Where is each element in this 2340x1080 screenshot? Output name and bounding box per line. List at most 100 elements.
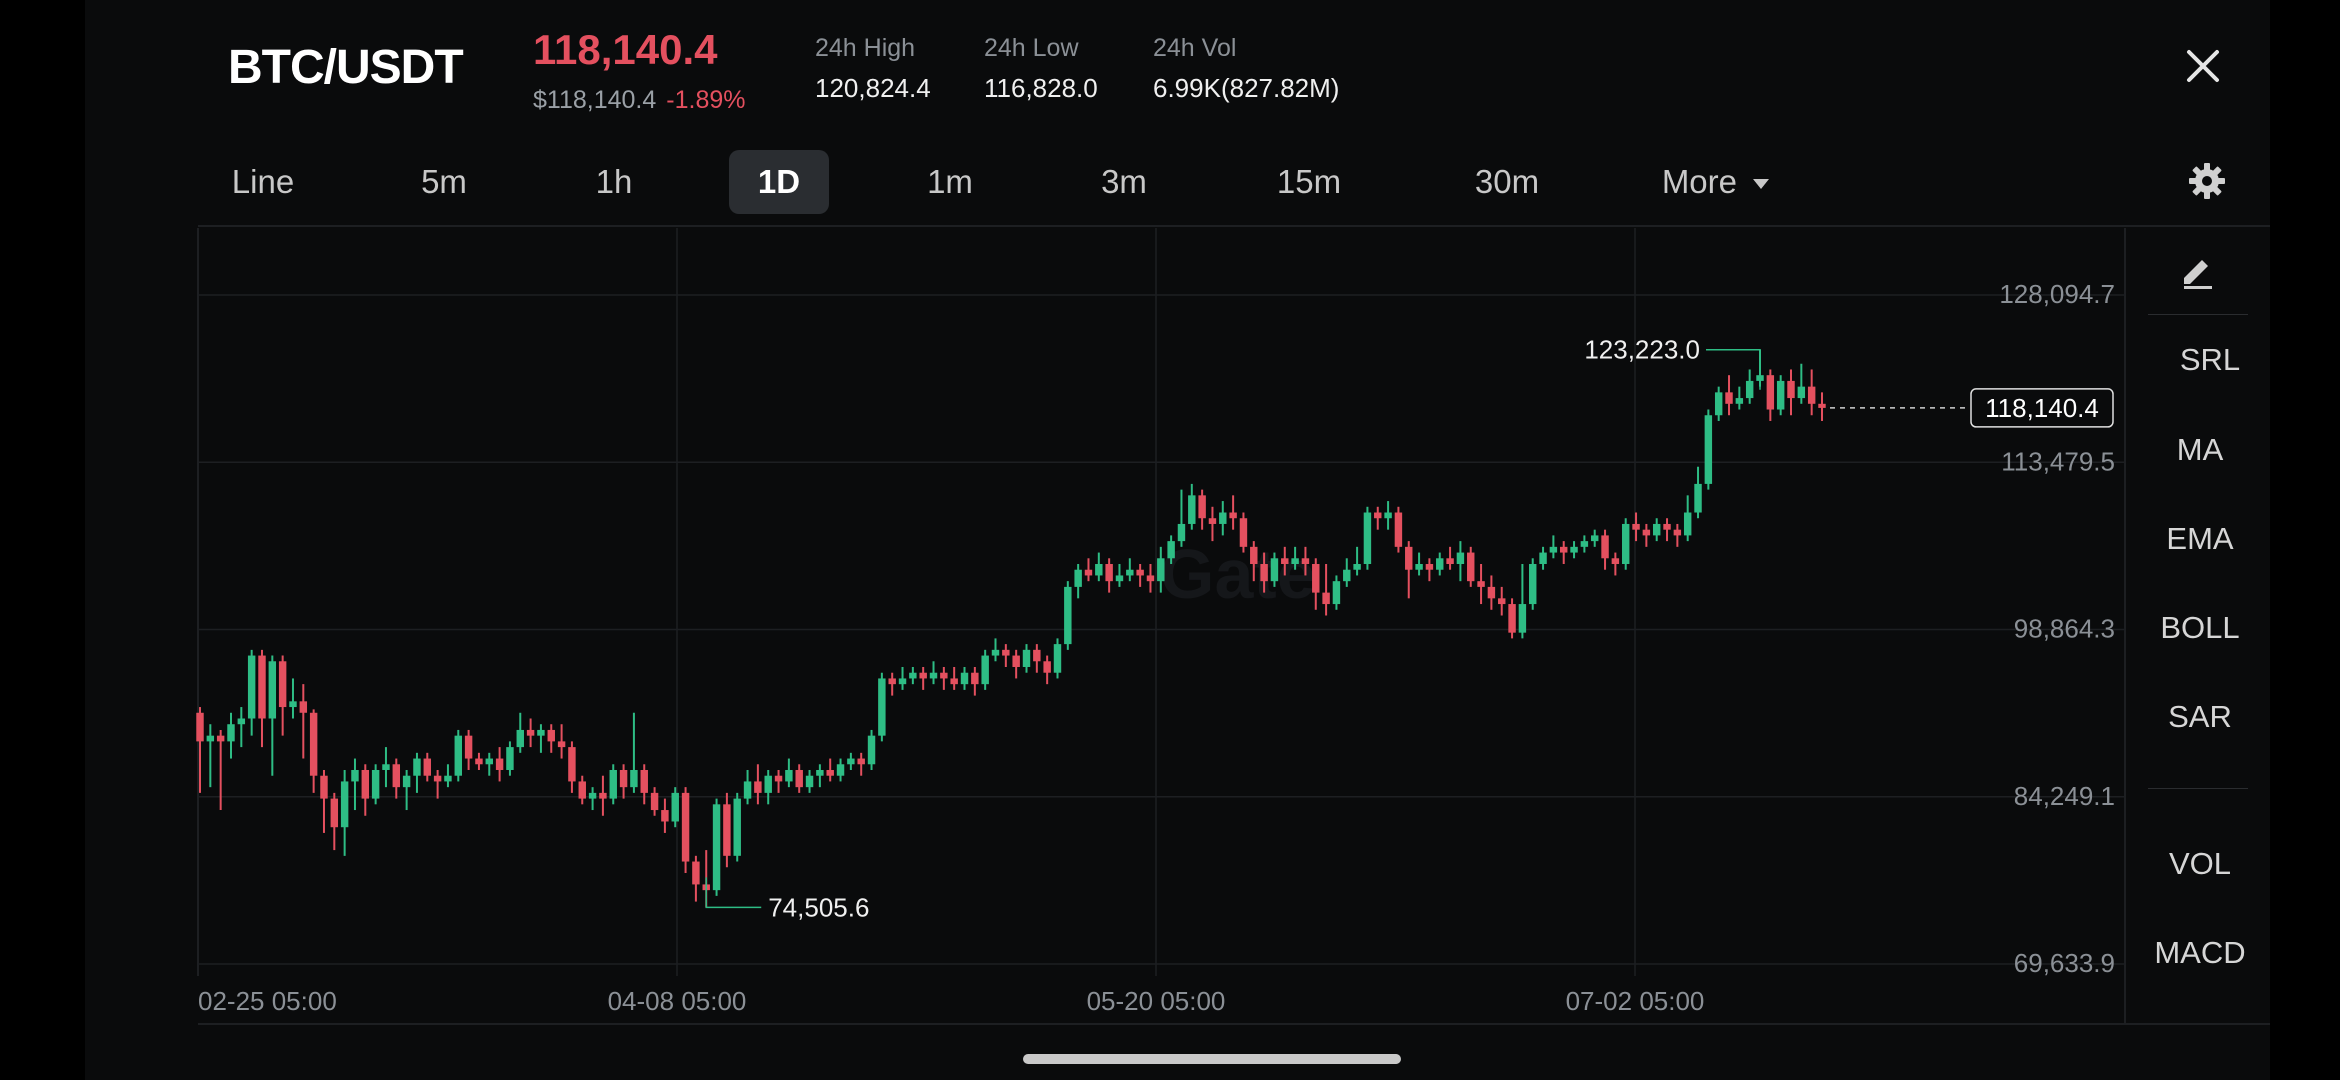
candle-body: [1415, 564, 1423, 570]
close-button[interactable]: [2183, 46, 2223, 86]
candle-body: [1745, 380, 1754, 399]
candle-body: [1281, 558, 1289, 565]
candle-body: [454, 735, 462, 776]
candle-body: [247, 655, 256, 719]
candle-body: [1022, 649, 1031, 667]
candle-body: [402, 775, 411, 788]
candle-body: [1611, 558, 1620, 565]
tab-15m[interactable]: 15m: [1276, 163, 1342, 200]
min-label-leader: [705, 877, 762, 909]
candle-body: [1291, 558, 1299, 565]
candle-body: [351, 769, 359, 782]
candle-body: [888, 678, 896, 685]
candle-body: [723, 804, 731, 856]
candle-body: [1363, 512, 1372, 565]
y-tick-label: 113,479.5: [2001, 446, 2115, 476]
candle-body: [909, 672, 917, 679]
draw-tool-button[interactable]: [2178, 250, 2218, 290]
candle-body: [485, 758, 493, 765]
candle-body: [516, 729, 524, 748]
max-label-leader: [1706, 348, 1761, 390]
sidebar-divider: [2148, 314, 2248, 315]
candle-body: [898, 678, 907, 685]
usd-price: $118,140.4: [533, 86, 657, 114]
candle-body: [1652, 523, 1661, 536]
tab-5m[interactable]: 5m: [421, 163, 467, 200]
candle-body: [1704, 415, 1713, 484]
stat-value: 116,828.0: [984, 73, 1098, 103]
candle-body: [1498, 598, 1506, 605]
candle-body: [1105, 564, 1113, 582]
candle-body: [547, 729, 555, 742]
candle-body: [991, 649, 1000, 656]
candle-body: [1095, 564, 1103, 576]
candle-body: [1064, 586, 1072, 645]
candle-body: [1312, 564, 1320, 593]
candle-body: [1343, 569, 1351, 582]
candle-body: [650, 792, 659, 811]
candle-body: [733, 798, 741, 856]
candle-body: [1425, 564, 1434, 570]
candle-body: [371, 769, 380, 799]
sidebar-divider: [2148, 788, 2248, 789]
tab-line[interactable]: Line: [231, 163, 295, 200]
indicator-boll[interactable]: BOLL: [2160, 610, 2240, 645]
stat-label: 24h Low: [984, 34, 1079, 62]
candles: [196, 349, 1826, 908]
indicator-sar[interactable]: SAR: [2168, 699, 2232, 734]
candle-body: [278, 661, 287, 708]
y-tick-label: 69,633.9: [2014, 948, 2115, 978]
tab-1m[interactable]: 1m: [927, 163, 973, 200]
indicator-vol[interactable]: VOL: [2168, 846, 2232, 881]
candle-body: [878, 678, 886, 736]
candle-body: [268, 661, 277, 719]
candle-body: [1208, 518, 1217, 524]
candle-body: [1456, 552, 1465, 565]
candle-body: [1405, 546, 1413, 570]
candle-body: [1549, 546, 1558, 553]
candle-body: [1621, 523, 1630, 565]
candle-body: [464, 735, 473, 759]
pair-title[interactable]: BTC/USDT: [228, 41, 464, 94]
stat-24h-vol: 24h Vol 6.99K(827.82M): [1153, 34, 1339, 104]
candle-body: [816, 769, 824, 776]
candle-body: [1270, 558, 1279, 582]
candle-body: [692, 861, 700, 885]
indicator-ema[interactable]: EMA: [2166, 521, 2234, 556]
indicator-ma[interactable]: MA: [2176, 432, 2224, 467]
candle-body: [433, 775, 442, 782]
candle-body: [1436, 558, 1444, 570]
tab-3m[interactable]: 3m: [1101, 163, 1147, 200]
candle-body: [1374, 512, 1382, 519]
x-tick-label: 02-25 05:00: [198, 986, 337, 1016]
candle-body: [1219, 512, 1227, 524]
candle-body: [1797, 386, 1806, 399]
candle-body: [929, 672, 938, 679]
tab-more-label: More: [1661, 163, 1737, 200]
candle-body: [981, 655, 989, 685]
tab-more[interactable]: More: [1656, 150, 1776, 214]
candle-body: [1477, 581, 1485, 587]
candle-body: [681, 792, 690, 862]
candle-body: [557, 741, 566, 748]
candle-body: [919, 672, 927, 679]
candle-body: [743, 781, 752, 799]
settings-button[interactable]: [2187, 161, 2227, 201]
tab-1d[interactable]: 1D: [729, 150, 829, 214]
candle-body: [423, 758, 432, 776]
indicator-srl[interactable]: SRL: [2179, 342, 2241, 377]
candle-body: [568, 747, 576, 782]
candle-body: [1529, 564, 1537, 605]
home-indicator[interactable]: [1023, 1054, 1401, 1064]
candle-body: [309, 712, 318, 776]
indicator-macd[interactable]: MACD: [2154, 935, 2246, 970]
max-price-label: 123,223.0: [1584, 335, 1700, 365]
tab-30m[interactable]: 30m: [1474, 163, 1540, 200]
candle-body: [1590, 535, 1599, 542]
candle-body: [661, 810, 669, 822]
y-tick-label: 84,249.1: [2014, 781, 2115, 811]
candle-body: [1301, 558, 1310, 565]
x-tick-label: 04-08 05:00: [608, 986, 747, 1016]
tab-1h[interactable]: 1h: [595, 163, 633, 200]
